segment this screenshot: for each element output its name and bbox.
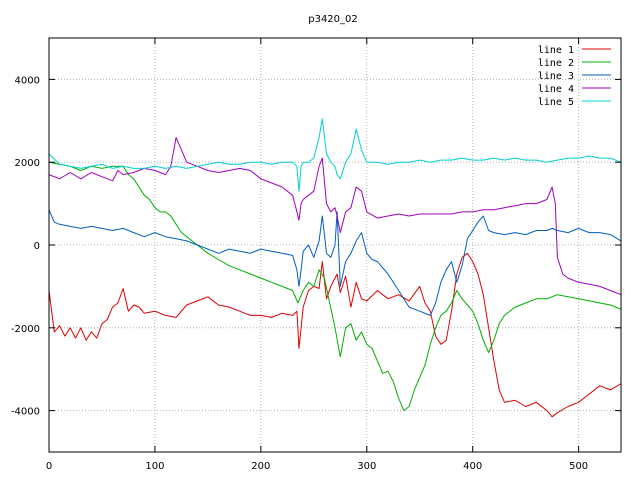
y-tick-label: 2000 (15, 158, 40, 169)
x-tick-label: 200 (251, 461, 270, 472)
series-line-3 (48, 209, 622, 316)
x-tick-label: 400 (463, 461, 482, 472)
y-tick-label: 0 (34, 241, 40, 252)
legend-label-2: line 2 (538, 58, 574, 69)
x-tick-label: 100 (145, 461, 164, 472)
y-tick-label: 4000 (15, 75, 40, 86)
x-tick-label: 0 (46, 461, 52, 472)
y-tick-label: -2000 (11, 324, 40, 335)
legend-label-5: line 5 (538, 97, 574, 108)
series-line-4 (48, 136, 622, 296)
series-line-5 (48, 118, 622, 192)
series-line-2 (48, 161, 622, 412)
legend-label-1: line 1 (538, 45, 574, 56)
legend: line 1 line 2 line 3 line 4 line 5 (538, 45, 611, 108)
series-group (48, 118, 622, 418)
chart-title: p3420_02 (308, 14, 358, 25)
x-tick-label: 300 (357, 461, 376, 472)
x-tick-label: 500 (569, 461, 588, 472)
series-line-1 (48, 252, 622, 418)
y-tick-label: -4000 (11, 407, 40, 418)
legend-label-3: line 3 (538, 71, 574, 82)
legend-label-4: line 4 (538, 84, 574, 95)
axes-ticks: 0 100 200 300 400 500 -4000 -2000 0 2000 4000 (11, 38, 621, 472)
